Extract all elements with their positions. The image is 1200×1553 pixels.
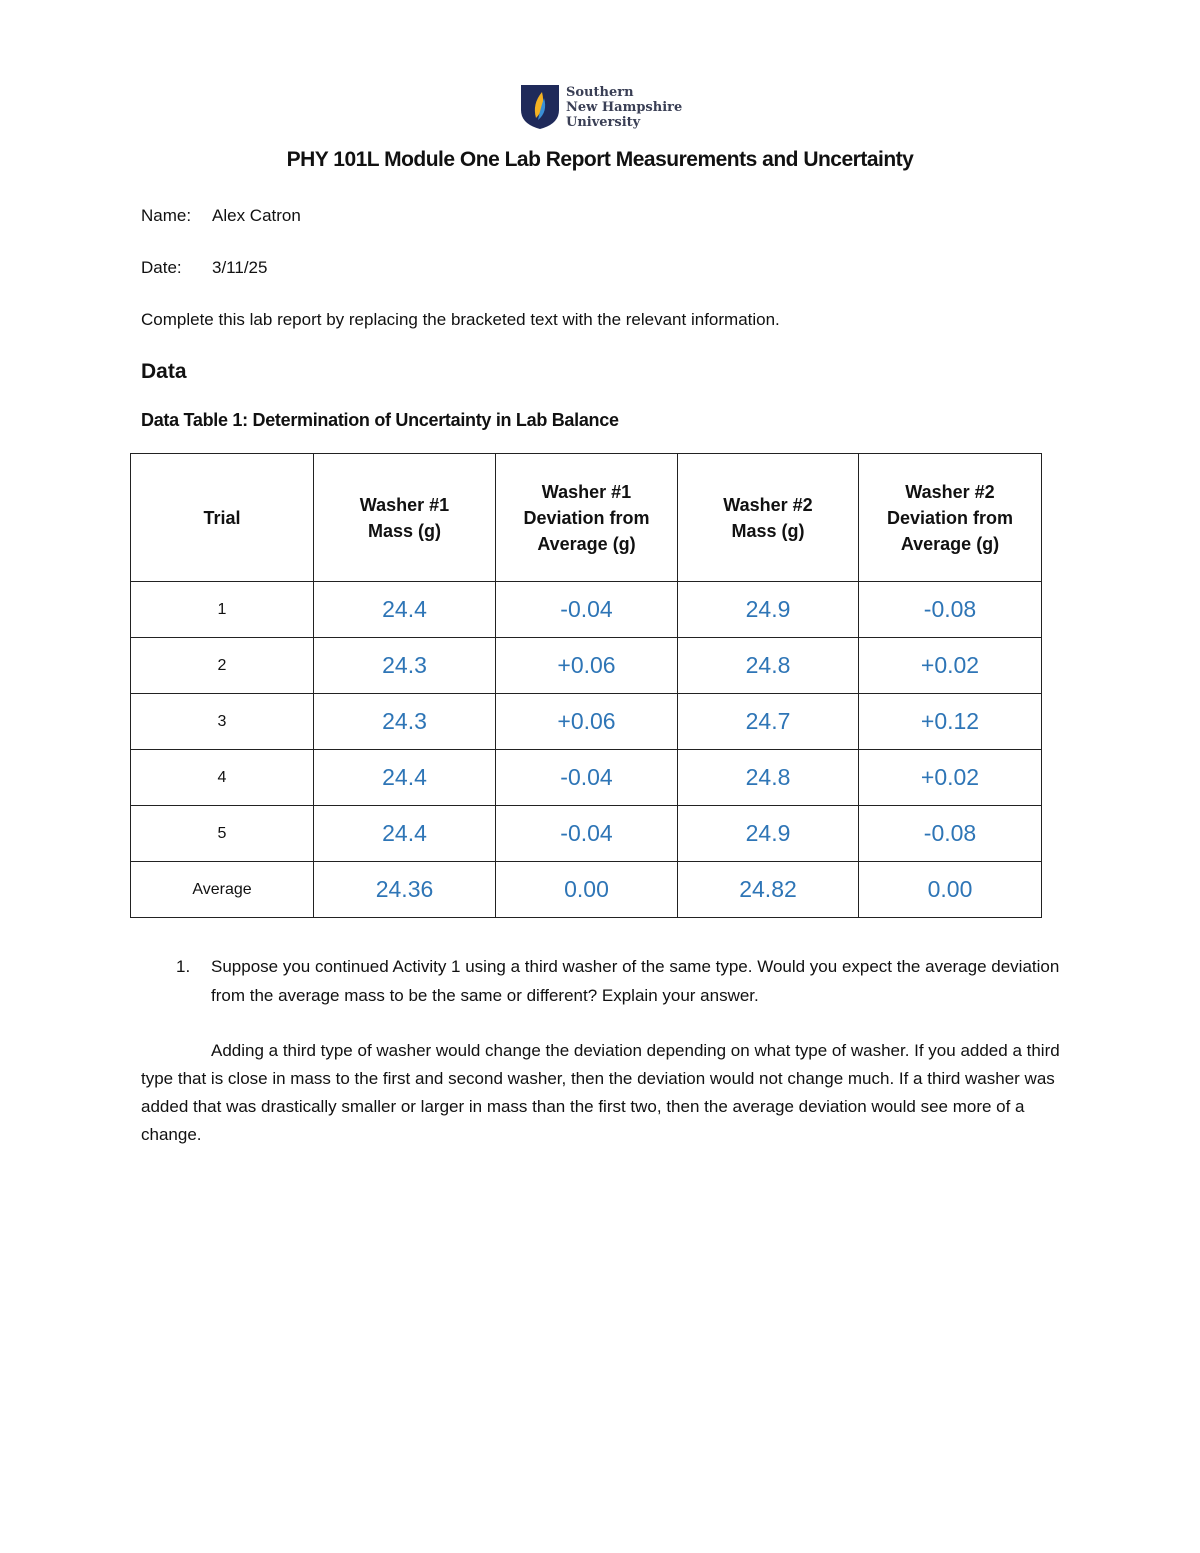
trial-cell: 4 bbox=[130, 749, 314, 806]
instructions: Complete this lab report by replacing th… bbox=[141, 310, 780, 329]
table-row: 3 24.3 +0.06 24.7 +0.12 bbox=[130, 693, 1042, 750]
table-caption: Data Table 1: Determination of Uncertain… bbox=[141, 410, 619, 430]
trial-cell: 5 bbox=[130, 805, 314, 862]
logo-text-line: University bbox=[566, 114, 641, 130]
data-table: Trial Washer #1 Mass (g) Washer #1 Devia… bbox=[130, 453, 1042, 918]
value-cell: 24.82 bbox=[677, 861, 859, 918]
page-title: PHY 101L Module One Lab Report Measureme… bbox=[286, 148, 914, 171]
header-cell: Washer #1 Deviation from Average (g) bbox=[495, 453, 678, 582]
header-cell: Washer #2 Deviation from Average (g) bbox=[858, 453, 1042, 582]
value-cell: 0.00 bbox=[858, 861, 1042, 918]
header-cell: Washer #2 Mass (g) bbox=[677, 453, 859, 582]
date-value: 3/11/25 bbox=[212, 258, 268, 277]
trial-cell: 2 bbox=[130, 637, 314, 694]
value-cell: 24.4 bbox=[313, 581, 496, 638]
value-cell: -0.08 bbox=[858, 805, 1042, 862]
value-cell: 24.3 bbox=[313, 637, 496, 694]
value-cell: -0.08 bbox=[858, 581, 1042, 638]
date-line: Date: 3/11/25 bbox=[141, 258, 267, 278]
logo-text-line: Southern bbox=[566, 84, 634, 100]
name-line: Name: Alex Catron bbox=[141, 206, 301, 226]
name-label: Name: bbox=[141, 206, 192, 225]
table-row: 2 24.3 +0.06 24.8 +0.02 bbox=[130, 637, 1042, 694]
value-cell: +0.02 bbox=[858, 637, 1042, 694]
trial-cell: Average bbox=[130, 861, 314, 918]
value-cell: -0.04 bbox=[495, 581, 678, 638]
question-text: Suppose you continued Activity 1 using a… bbox=[211, 957, 1060, 1005]
table-row: 5 24.4 -0.04 24.9 -0.08 bbox=[130, 805, 1042, 862]
table-row: 1 24.4 -0.04 24.9 -0.08 bbox=[130, 581, 1042, 638]
value-cell: +0.06 bbox=[495, 693, 678, 750]
value-cell: +0.12 bbox=[858, 693, 1042, 750]
date-label: Date: bbox=[141, 258, 182, 277]
name-value: Alex Catron bbox=[212, 206, 301, 225]
value-cell: -0.04 bbox=[495, 805, 678, 862]
value-cell: 0.00 bbox=[495, 861, 678, 918]
section-heading: Data bbox=[141, 360, 187, 383]
table-row: Average 24.36 0.00 24.82 0.00 bbox=[130, 861, 1042, 918]
shield-icon bbox=[521, 85, 559, 129]
value-cell: 24.4 bbox=[313, 749, 496, 806]
value-cell: 24.3 bbox=[313, 693, 496, 750]
value-cell: 24.36 bbox=[313, 861, 496, 918]
table-row: 4 24.4 -0.04 24.8 +0.02 bbox=[130, 749, 1042, 806]
value-cell: 24.7 bbox=[677, 693, 859, 750]
header-cell: Washer #1 Mass (g) bbox=[313, 453, 496, 582]
question-1: 1. Suppose you continued Activity 1 usin… bbox=[176, 952, 1076, 1010]
answer-text: Adding a third type of washer would chan… bbox=[141, 1041, 1060, 1144]
value-cell: -0.04 bbox=[495, 749, 678, 806]
trial-cell: 1 bbox=[130, 581, 314, 638]
value-cell: +0.06 bbox=[495, 637, 678, 694]
header-cell: Trial bbox=[130, 453, 314, 582]
value-cell: +0.02 bbox=[858, 749, 1042, 806]
value-cell: 24.9 bbox=[677, 805, 859, 862]
snhu-logo: Southern New Hampshire University bbox=[520, 84, 682, 130]
value-cell: 24.8 bbox=[677, 637, 859, 694]
value-cell: 24.4 bbox=[313, 805, 496, 862]
logo-text-line: New Hampshire bbox=[566, 99, 683, 115]
question-number: 1. bbox=[176, 957, 191, 976]
value-cell: 24.8 bbox=[677, 749, 859, 806]
table-header-row: Trial Washer #1 Mass (g) Washer #1 Devia… bbox=[130, 453, 1042, 582]
trial-cell: 3 bbox=[130, 693, 314, 750]
value-cell: 24.9 bbox=[677, 581, 859, 638]
